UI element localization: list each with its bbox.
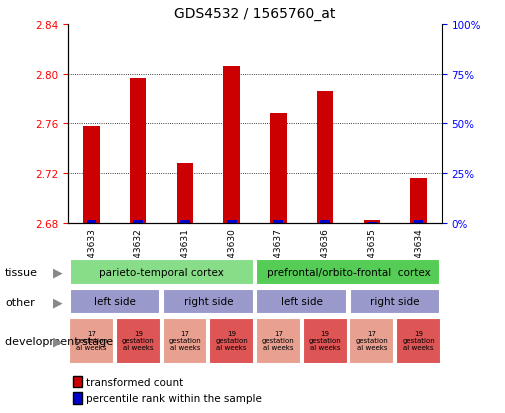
Bar [227, 221, 236, 223]
Bar [87, 221, 96, 223]
Bar [270, 114, 286, 223]
Bar [224, 67, 240, 223]
Bar [396, 318, 441, 365]
Text: development stage: development stage [5, 336, 113, 346]
Bar [364, 221, 380, 223]
Bar [257, 289, 347, 315]
Bar [302, 318, 347, 365]
Bar [350, 289, 440, 315]
Bar [70, 260, 254, 286]
Text: 17
gestation
al weeks: 17 gestation al weeks [75, 330, 108, 350]
Text: prefrontal/orbito-frontal  cortex: prefrontal/orbito-frontal cortex [267, 267, 430, 277]
Bar [69, 318, 114, 365]
Text: right side: right side [370, 297, 420, 306]
Bar [274, 221, 283, 223]
Text: ▶: ▶ [53, 295, 63, 309]
Bar [163, 289, 254, 315]
Bar [70, 289, 160, 315]
Text: 19
gestation
al weeks: 19 gestation al weeks [309, 330, 341, 350]
Bar [257, 260, 440, 286]
Text: 17
gestation
al weeks: 17 gestation al weeks [169, 330, 201, 350]
Text: 17
gestation
al weeks: 17 gestation al weeks [262, 330, 295, 350]
Bar [414, 221, 423, 223]
Text: left side: left side [94, 297, 136, 306]
Bar [133, 221, 143, 223]
Text: 19
gestation
al weeks: 19 gestation al weeks [215, 330, 248, 350]
Title: GDS4532 / 1565760_at: GDS4532 / 1565760_at [174, 7, 336, 21]
Bar [317, 92, 333, 223]
Text: other: other [5, 297, 35, 307]
Bar [256, 318, 301, 365]
Bar [209, 318, 254, 365]
Text: left side: left side [281, 297, 323, 306]
Text: 19
gestation
al weeks: 19 gestation al weeks [122, 330, 155, 350]
Text: right side: right side [183, 297, 233, 306]
Text: ▶: ▶ [53, 266, 63, 279]
Bar [177, 164, 193, 223]
Bar [130, 79, 146, 223]
Text: 17
gestation
al weeks: 17 gestation al weeks [356, 330, 388, 350]
Bar [180, 221, 190, 223]
Bar [367, 222, 377, 223]
Text: ▶: ▶ [53, 335, 63, 348]
Bar [320, 221, 330, 223]
Text: parieto-temporal cortex: parieto-temporal cortex [99, 267, 224, 277]
Bar [116, 318, 161, 365]
Text: 19
gestation
al weeks: 19 gestation al weeks [402, 330, 435, 350]
Bar [411, 178, 427, 223]
Bar [349, 318, 394, 365]
Bar [83, 126, 99, 223]
Text: transformed count: transformed count [86, 377, 183, 387]
Bar [163, 318, 208, 365]
Text: percentile rank within the sample: percentile rank within the sample [86, 393, 262, 403]
Text: tissue: tissue [5, 268, 38, 278]
